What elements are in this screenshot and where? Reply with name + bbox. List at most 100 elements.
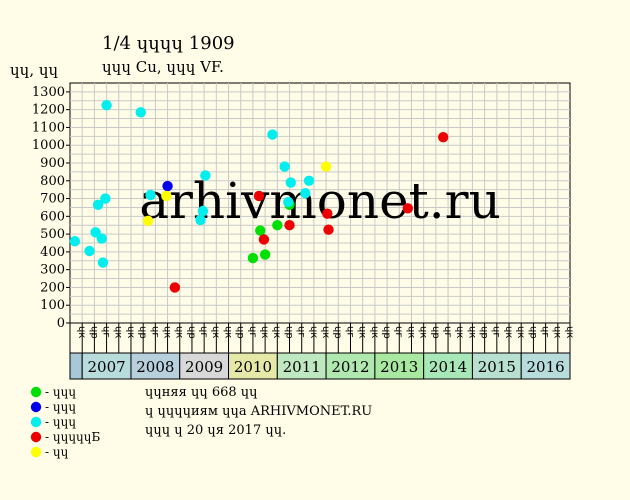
- data-point: [320, 161, 332, 172]
- quarter-label: ɥк: [357, 326, 368, 338]
- x-axis: ɥк ɥр ɥг ɥк ɥк ɥр ɥг ɥк ɥк ɥр ɥг ɥк ɥк ɥр ɥг ɥк ɥк ɥр ɥг ɥк…: [69, 322, 575, 380]
- data-point: [283, 196, 294, 208]
- year-cell-start: [69, 352, 83, 380]
- year-cell: [276, 352, 327, 380]
- quarter-label: ɥр: [479, 326, 490, 339]
- year-label: 2013: [380, 358, 418, 376]
- quarter-label: ɥр: [381, 326, 392, 339]
- data-point: [267, 129, 278, 140]
- quarter-label: ɥк: [320, 326, 331, 338]
- y-tick-label: 1000: [32, 138, 65, 153]
- quarter-label: ɥр: [332, 326, 343, 339]
- quarter-label: ɥр: [88, 326, 99, 339]
- y-tick-label: 300: [40, 263, 65, 278]
- quarter-label: ɥк: [271, 326, 282, 338]
- quarter-label: ɥк: [466, 326, 477, 338]
- data-point: [322, 208, 333, 219]
- legend-label: - ɥɥ: [45, 445, 69, 459]
- quarter-label: ɥр: [137, 326, 148, 339]
- data-point: [247, 252, 259, 264]
- year-label: 2007: [87, 358, 125, 376]
- legend-marker: [30, 446, 42, 458]
- year-cell: [423, 352, 473, 380]
- data-point: [259, 249, 271, 260]
- quarter-label: ɥк: [222, 326, 233, 338]
- quarter-label: ɥг: [149, 326, 160, 338]
- data-point: [92, 199, 104, 210]
- legend-label: - ɥɥɥ: [45, 385, 76, 399]
- data-point: [100, 193, 111, 204]
- data-point: [97, 257, 109, 268]
- y-tick-label: 500: [40, 227, 65, 242]
- y-tick-label: 1300: [32, 85, 65, 100]
- y-axis: 0 100 200 300 400 500 600 700 800 900 1000 1100 1200…: [32, 85, 70, 331]
- quarter-label: ɥк: [552, 326, 563, 338]
- y-tick-label: 1200: [32, 103, 65, 118]
- data-point: [285, 177, 296, 188]
- grid: [70, 83, 570, 323]
- data-point: [402, 203, 414, 214]
- data-point: [303, 175, 315, 186]
- data-point: [84, 245, 95, 257]
- data-point: [161, 190, 172, 202]
- quarter-label: ɥг: [442, 326, 453, 338]
- quarter-label: ɥг: [198, 326, 209, 338]
- note-average-price: ɥɥняя ɥɥ 668 ɥɥ: [145, 385, 258, 400]
- quarter-label: ɥг: [247, 326, 258, 338]
- year-label: 2009: [185, 358, 223, 376]
- year-cell: [374, 352, 425, 380]
- y-tick-label: 100: [40, 298, 65, 313]
- year-label: 2012: [331, 358, 369, 376]
- quarter-label: ɥр: [186, 326, 197, 339]
- data-point: [135, 107, 146, 118]
- data-point: [272, 220, 283, 231]
- quarter-label: ɥг: [393, 326, 404, 338]
- quarter-label: ɥк: [125, 326, 136, 338]
- data-point: [142, 215, 154, 226]
- year-label: 2010: [234, 358, 272, 376]
- data-point: [96, 233, 107, 244]
- legend-label: - ɥɥɥ: [45, 400, 76, 414]
- quarter-label: ɥк: [503, 326, 514, 338]
- chart-title: 1/4 ɥɥɥɥ 1909: [102, 33, 235, 54]
- y-tick-label: 400: [40, 245, 65, 260]
- quarter-label: ɥк: [113, 326, 124, 338]
- data-point: [169, 282, 181, 293]
- data-point: [279, 161, 290, 172]
- y-tick-label: 700: [40, 192, 65, 207]
- quarter-label: ɥг: [491, 326, 502, 338]
- legend: - ɥɥɥ- ɥɥɥ- ɥɥɥ- ɥɥɥɥɥБ- ɥɥ: [30, 385, 101, 459]
- quarter-label: ɥк: [259, 326, 270, 338]
- y-tick-label: 0: [57, 316, 65, 331]
- plot-area: 0 100 200 300 400 500 600 700 800 900 1000 1100 1200…: [32, 82, 571, 331]
- legend-marker: [30, 416, 42, 428]
- quarter-label: ɥк: [308, 326, 319, 338]
- note-source: ɥ ɥɥɥɥиям ɥɥа ARHIVMONET.RU: [145, 404, 372, 419]
- quarter-label: ɥг: [100, 326, 111, 338]
- data-point: [437, 132, 449, 143]
- y-axis-label: ɥɥ, ɥɥ: [10, 61, 59, 79]
- year-cell: [179, 352, 230, 380]
- quarter-label: ɥг: [296, 326, 307, 338]
- year-label: 2015: [478, 358, 516, 376]
- note-date: ɥɥɥ ɥ 20 ɥя 2017 ɥɥ.: [145, 423, 286, 438]
- quarter-label: ɥк: [564, 326, 575, 338]
- data-point: [323, 224, 334, 235]
- data-point: [284, 220, 295, 231]
- quarter-label: ɥк: [210, 326, 221, 338]
- quarter-label: ɥк: [515, 326, 526, 338]
- legend-label: - ɥɥɥɥɥБ: [45, 430, 101, 444]
- legend-label: - ɥɥɥ: [45, 415, 76, 429]
- legend-marker: [30, 401, 42, 413]
- quarter-label: ɥр: [235, 326, 246, 339]
- y-tick-label: 800: [40, 174, 65, 189]
- y-tick-label: 200: [40, 280, 65, 295]
- data-point: [258, 234, 270, 245]
- quarter-label: ɥк: [454, 326, 465, 338]
- quarter-label: ɥк: [161, 326, 172, 338]
- quarter-label: ɥк: [369, 326, 380, 338]
- legend-marker: [30, 431, 42, 443]
- quarter-label: ɥр: [430, 326, 441, 339]
- y-tick-label: 600: [40, 209, 65, 224]
